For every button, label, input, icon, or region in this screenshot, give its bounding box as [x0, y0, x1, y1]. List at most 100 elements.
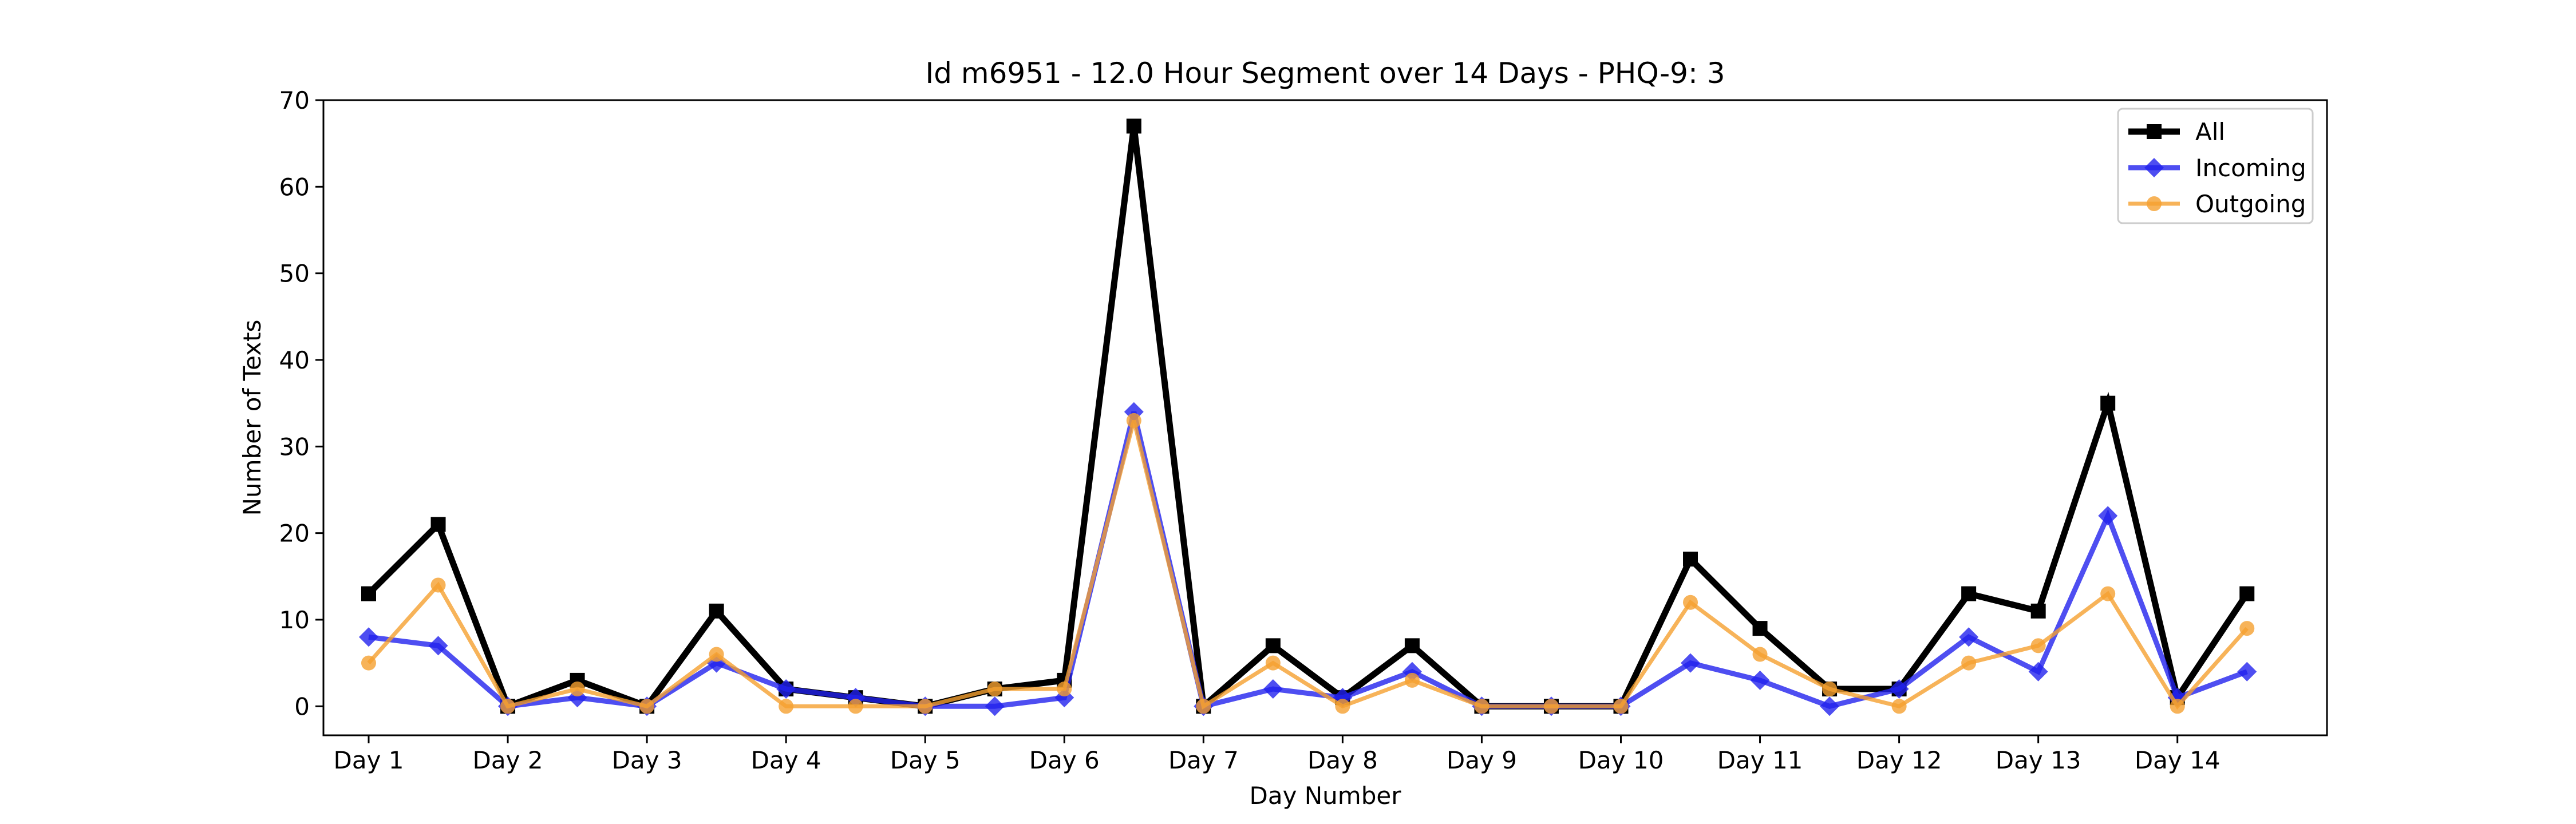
data-point-incoming [1263, 679, 1283, 699]
y-axis-label: Number of Texts [238, 320, 266, 516]
data-point-all [1961, 586, 1977, 601]
chart-title: Id m6951 - 12.0 Hour Segment over 14 Day… [925, 57, 1725, 90]
data-point-incoming [2237, 661, 2257, 682]
data-point-outgoing [1822, 682, 1838, 697]
data-point-incoming [2028, 661, 2048, 682]
data-point-all [1126, 118, 1141, 134]
data-point-outgoing [918, 699, 933, 714]
y-tick-label: 20 [279, 520, 310, 548]
data-point-all [1404, 638, 1420, 653]
y-tick-label: 50 [279, 260, 310, 288]
data-point-incoming [2098, 506, 2118, 526]
data-series [358, 118, 2257, 716]
series-all [361, 118, 2255, 714]
data-point-outgoing [1265, 655, 1281, 671]
data-point-incoming [1750, 670, 1770, 690]
legend-item-all: All [2128, 118, 2225, 146]
data-point-outgoing [1891, 699, 1907, 714]
data-point-outgoing [1057, 682, 1072, 697]
x-tick-label: Day 13 [1996, 746, 2081, 774]
data-point-outgoing [1474, 699, 1490, 714]
data-point-outgoing [2239, 621, 2255, 636]
data-point-outgoing [1196, 699, 1211, 714]
data-point-outgoing [639, 699, 655, 714]
x-tick-label: Day 9 [1447, 746, 1517, 774]
data-point-all [1265, 638, 1281, 653]
series-line-all [366, 125, 2250, 713]
data-point-outgoing [1126, 413, 1141, 428]
data-point-outgoing [500, 699, 516, 714]
data-point-incoming [985, 696, 1005, 716]
legend: All Incoming Outgoing [2117, 108, 2314, 224]
data-point-all [430, 517, 446, 532]
x-tick-label: Day 6 [1029, 746, 1100, 774]
legend-marker-all [2147, 124, 2162, 139]
x-tick-label: Day 5 [890, 746, 961, 774]
data-point-outgoing [1961, 655, 1977, 671]
x-tick-label: Day 2 [473, 746, 543, 774]
y-tick-label: 40 [279, 346, 310, 374]
data-point-outgoing [779, 699, 794, 714]
y-tick-label: 60 [279, 173, 310, 201]
legend-label-outgoing: Outgoing [2195, 190, 2306, 218]
data-point-incoming [1889, 679, 1909, 699]
data-point-outgoing [570, 682, 585, 697]
data-point-incoming [358, 627, 378, 647]
legend-marker-incoming [2144, 158, 2164, 177]
x-tick-label: Day 4 [751, 746, 821, 774]
x-tick-label: Day 3 [612, 746, 682, 774]
y-tick-label: 70 [279, 86, 310, 114]
legend-item-outgoing: Outgoing [2128, 190, 2306, 218]
data-point-incoming [428, 636, 448, 656]
legend-label-all: All [2195, 118, 2225, 146]
y-axis: 0 10 20 30 40 50 60 70 [279, 86, 323, 720]
y-tick-label: 30 [279, 433, 310, 461]
x-tick-label: Day 10 [1578, 746, 1664, 774]
data-point-outgoing [848, 699, 863, 714]
legend-marker-outgoing [2147, 196, 2162, 211]
data-point-outgoing [2170, 699, 2185, 714]
data-point-outgoing [709, 647, 724, 662]
series-outgoing [361, 413, 2255, 714]
data-point-incoming [1959, 627, 1979, 647]
data-point-outgoing [1683, 595, 1698, 610]
y-tick-label: 0 [294, 692, 310, 720]
data-point-all [2239, 586, 2255, 601]
data-point-incoming [776, 679, 796, 699]
series-line-outgoing [367, 420, 2249, 710]
x-tick-label: Day 14 [2135, 746, 2221, 774]
legend-box [2117, 108, 2314, 224]
data-point-all [1752, 621, 1768, 636]
data-point-all [2030, 603, 2046, 619]
data-point-outgoing [987, 682, 1002, 697]
data-point-outgoing [1543, 699, 1559, 714]
data-point-all [1683, 552, 1698, 567]
data-point-outgoing [2030, 638, 2046, 653]
x-axis: Day 1 Day 2 Day 3 Day 4 Day 5 Day 6 Day 7 Day 8… [333, 735, 2221, 774]
legend-label-incoming: Incoming [2195, 154, 2306, 182]
data-point-outgoing [1404, 672, 1420, 688]
data-point-outgoing [1335, 699, 1350, 714]
x-axis-label: Day Number [1249, 782, 1401, 810]
x-tick-label: Day 11 [1717, 746, 1803, 774]
x-tick-label: Day 12 [1856, 746, 1942, 774]
y-tick-label: 10 [279, 606, 310, 634]
data-point-incoming [1681, 653, 1701, 673]
plot-area-frame [322, 99, 2328, 736]
data-point-outgoing [2100, 586, 2116, 601]
data-point-outgoing [361, 655, 376, 671]
x-tick-label: Day 8 [1307, 746, 1378, 774]
legend-item-incoming: Incoming [2128, 154, 2306, 182]
data-point-outgoing [1752, 647, 1768, 662]
data-point-all [709, 603, 724, 619]
data-point-incoming [1820, 696, 1840, 716]
data-point-all [2100, 395, 2116, 411]
x-tick-label: Day 1 [333, 746, 404, 774]
series-line-incoming [368, 411, 2248, 710]
data-point-all [361, 586, 376, 601]
data-point-outgoing [430, 577, 446, 593]
data-point-outgoing [1613, 699, 1629, 714]
x-tick-label: Day 7 [1168, 746, 1239, 774]
